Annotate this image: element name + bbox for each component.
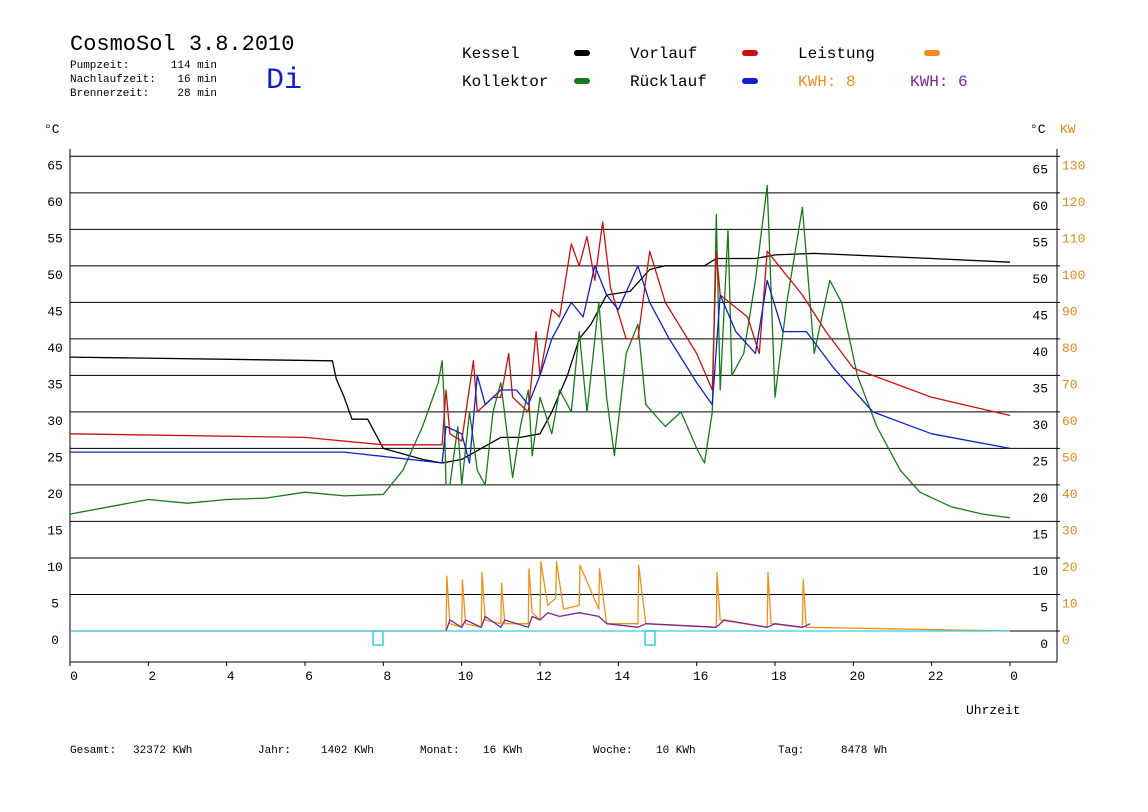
y-tick-label-right: 45 xyxy=(1032,308,1048,323)
total-value: 1402 KWh xyxy=(321,745,374,757)
x-tick-label: 0 xyxy=(70,669,78,684)
series-line xyxy=(69,184,1011,519)
y-tick-label-right: 35 xyxy=(1032,381,1048,396)
legend-label: Rücklauf xyxy=(630,73,707,91)
y-tick-label-right: 20 xyxy=(1032,491,1048,506)
x-tick-label: 14 xyxy=(615,669,631,684)
info-label: Pumpzeit: xyxy=(70,60,129,72)
y-tick-label-right: 40 xyxy=(1032,345,1048,360)
info-value: 114 min xyxy=(171,60,217,72)
info-label: Nachlaufzeit: xyxy=(70,74,156,86)
kwh-label: KWH: 8 xyxy=(798,73,856,91)
y-tick-label: 5 xyxy=(51,596,59,611)
y-tick-label: 60 xyxy=(47,195,63,210)
x-tick-label: 16 xyxy=(693,669,709,684)
y2-tick-label: 70 xyxy=(1062,377,1078,392)
info-label: Brennerzeit: xyxy=(70,88,149,100)
series-line xyxy=(70,265,1011,464)
legend-label: Vorlauf xyxy=(630,45,697,63)
x-tick-label: 0 xyxy=(1010,669,1018,684)
x-tick-label: 2 xyxy=(148,669,156,684)
y2-tick-label: 120 xyxy=(1062,195,1085,210)
y-axis-label: °C xyxy=(44,122,60,137)
y-tick-label-right: 25 xyxy=(1032,454,1048,469)
y-tick-label: 10 xyxy=(47,560,63,575)
series-line xyxy=(445,612,811,632)
y2-tick-label: 30 xyxy=(1062,523,1078,538)
info-value: 28 min xyxy=(177,88,217,100)
total-value: 32372 KWh xyxy=(133,745,192,757)
y-tick-label: 0 xyxy=(51,633,59,648)
chart-title: CosmoSol 3.8.2010 xyxy=(70,32,294,57)
total-value: 8478 Wh xyxy=(841,745,887,757)
y-tick-label-right: 15 xyxy=(1032,527,1048,542)
x-tick-label: 18 xyxy=(771,669,787,684)
x-tick-label: 4 xyxy=(227,669,235,684)
y-tick-label-right: 50 xyxy=(1032,272,1048,287)
y-tick-label-right: 0 xyxy=(1040,637,1048,652)
y-tick-label-right: 30 xyxy=(1032,418,1048,433)
y-tick-label: 35 xyxy=(47,377,63,392)
kwh-label: KWH: 6 xyxy=(910,73,968,91)
y2-tick-label: 100 xyxy=(1062,268,1085,283)
total-label: Woche: xyxy=(593,745,633,757)
x-axis-label: Uhrzeit xyxy=(966,703,1021,718)
total-label: Monat: xyxy=(420,745,460,757)
y-tick-label: 55 xyxy=(47,231,63,246)
y-tick-label: 40 xyxy=(47,341,63,356)
total-value: 16 KWh xyxy=(483,745,523,757)
y2-tick-label: 40 xyxy=(1062,487,1078,502)
x-tick-label: 10 xyxy=(458,669,474,684)
y2-tick-label: 10 xyxy=(1062,596,1078,611)
y-tick-label: 20 xyxy=(47,487,63,502)
y2-tick-label: 90 xyxy=(1062,304,1078,319)
y-tick-label-right: 5 xyxy=(1040,600,1048,615)
x-tick-label: 8 xyxy=(383,669,391,684)
y-tick-label: 45 xyxy=(47,304,63,319)
y-tick-label-right: 10 xyxy=(1032,564,1048,579)
y-tick-label: 15 xyxy=(47,523,63,538)
series-line xyxy=(69,221,1011,446)
day-label: Di xyxy=(266,64,302,98)
total-label: Jahr: xyxy=(258,745,291,757)
y-tick-label: 30 xyxy=(47,414,63,429)
y2-tick-label: 50 xyxy=(1062,450,1078,465)
series-line xyxy=(69,252,1011,464)
legend-label: Leistung xyxy=(798,45,875,63)
y-tick-label: 50 xyxy=(47,268,63,283)
y2-axis-label: KW xyxy=(1060,122,1076,137)
y2-tick-label: 130 xyxy=(1062,158,1085,173)
legend-label: Kessel xyxy=(462,45,520,63)
y-tick-label-right: 65 xyxy=(1032,162,1048,177)
y2-tick-label: 80 xyxy=(1062,341,1078,356)
total-value: 10 KWh xyxy=(656,745,696,757)
x-tick-label: 20 xyxy=(850,669,866,684)
x-tick-label: 6 xyxy=(305,669,313,684)
x-tick-label: 12 xyxy=(536,669,552,684)
total-label: Gesamt: xyxy=(70,745,116,757)
y2-tick-label: 20 xyxy=(1062,560,1078,575)
y2-tick-label: 0 xyxy=(1062,633,1070,648)
y-axis-label-right: °C xyxy=(1030,122,1046,137)
y2-tick-label: 60 xyxy=(1062,414,1078,429)
y-tick-label-right: 60 xyxy=(1032,199,1048,214)
y-tick-label-right: 55 xyxy=(1032,235,1048,250)
y-tick-label: 65 xyxy=(47,158,63,173)
legend-label: Kollektor xyxy=(462,73,548,91)
x-tick-label: 22 xyxy=(928,669,944,684)
y2-tick-label: 110 xyxy=(1062,231,1085,246)
total-label: Tag: xyxy=(778,745,804,757)
info-value: 16 min xyxy=(177,74,217,86)
y-tick-label: 25 xyxy=(47,450,63,465)
